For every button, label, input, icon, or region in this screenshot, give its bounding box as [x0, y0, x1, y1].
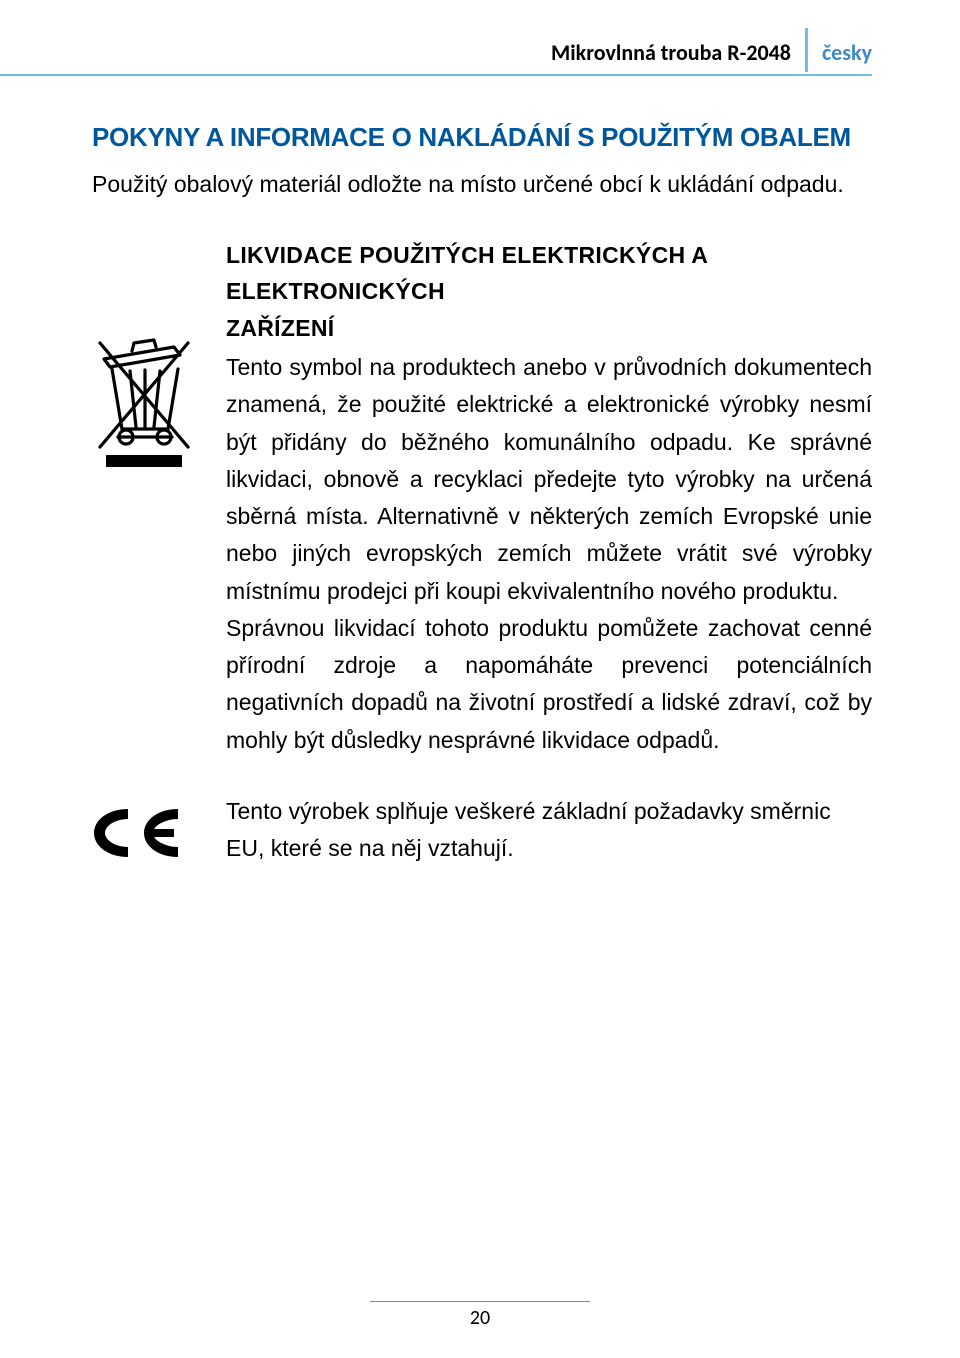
- ce-text-column: Tento výrobek splňuje veškeré základní p…: [226, 793, 872, 868]
- weee-heading-line1: LIKVIDACE POUŽITÝCH ELEKTRICKÝCH A ELEKT…: [226, 242, 707, 305]
- header-title: Mikrovlnná trouba R-2048: [551, 39, 791, 66]
- header-divider: [805, 28, 808, 72]
- ce-mark-icon: [92, 807, 188, 859]
- weee-heading: LIKVIDACE POUŽITÝCH ELEKTRICKÝCH A ELEKT…: [226, 237, 872, 347]
- ce-paragraph: Tento výrobek splňuje veškeré základní p…: [226, 793, 872, 868]
- page-header: Mikrovlnná trouba R-2048 česky: [0, 0, 960, 66]
- weee-paragraph-2: Správnou likvidací tohoto produktu pomůž…: [226, 610, 872, 759]
- weee-text-column: LIKVIDACE POUŽITÝCH ELEKTRICKÝCH A ELEKT…: [226, 237, 872, 759]
- weee-icon-column: [92, 237, 202, 469]
- page-footer: 20: [0, 1301, 960, 1330]
- ce-section: Tento výrobek splňuje veškeré základní p…: [92, 793, 872, 868]
- packaging-intro-text: Použitý obalový materiál odložte na míst…: [92, 167, 872, 203]
- weee-paragraph-1: Tento symbol na produktech anebo v průvo…: [226, 349, 872, 610]
- section-heading-packaging: POKYNY A INFORMACE O NAKLÁDÁNÍ S POUŽITÝ…: [92, 122, 872, 153]
- weee-bin-icon: [92, 329, 192, 469]
- weee-heading-line2: ZAŘÍZENÍ: [226, 315, 334, 341]
- footer-rule: [370, 1301, 590, 1302]
- ce-icon-column: [92, 793, 202, 859]
- page-content: POKYNY A INFORMACE O NAKLÁDÁNÍ S POUŽITÝ…: [0, 76, 960, 867]
- header-language: česky: [822, 39, 872, 66]
- page-number: 20: [0, 1306, 960, 1330]
- weee-section: LIKVIDACE POUŽITÝCH ELEKTRICKÝCH A ELEKT…: [92, 237, 872, 759]
